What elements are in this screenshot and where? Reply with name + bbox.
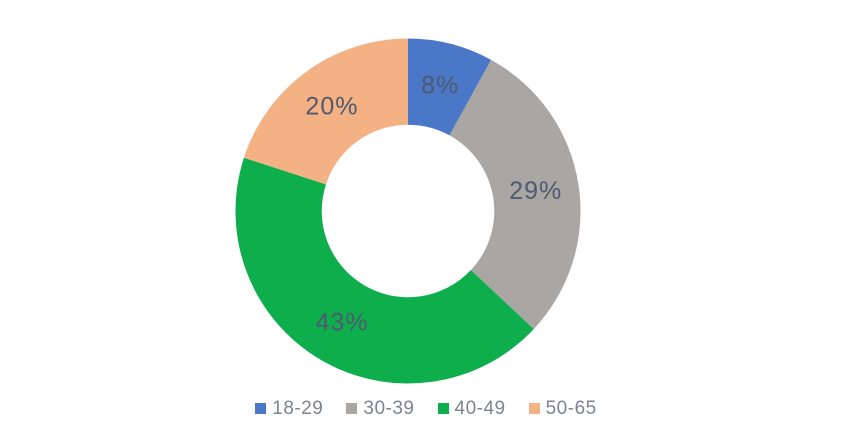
legend-swatch-icon	[255, 403, 267, 414]
chart-legend: 18-29 30-39 40-49 50-65	[0, 399, 852, 418]
data-label-50-65: 20%	[305, 92, 358, 120]
legend-swatch-icon	[346, 403, 358, 414]
legend-label: 40-49	[454, 398, 506, 419]
legend-item-18-29: 18-29	[255, 399, 323, 418]
legend-item-40-49: 40-49	[437, 398, 506, 419]
legend-label: 50-65	[545, 398, 597, 419]
data-label-18-29: 8%	[421, 72, 459, 100]
legend-swatch-icon	[437, 403, 449, 414]
donut-segment-50-65	[243, 38, 408, 185]
donut-segment-18-29	[408, 38, 492, 136]
legend-item-30-39: 30-39	[346, 399, 414, 418]
data-label-40-49: 43%	[316, 308, 369, 336]
legend-item-50-65: 50-65	[528, 398, 597, 419]
donut-segment-30-39	[449, 59, 581, 330]
legend-label: 18-29	[272, 398, 324, 419]
legend-label: 30-39	[363, 398, 415, 419]
data-label-30-39: 29%	[509, 177, 562, 205]
donut-segment-40-49	[235, 157, 534, 384]
legend-swatch-icon	[528, 403, 540, 414]
